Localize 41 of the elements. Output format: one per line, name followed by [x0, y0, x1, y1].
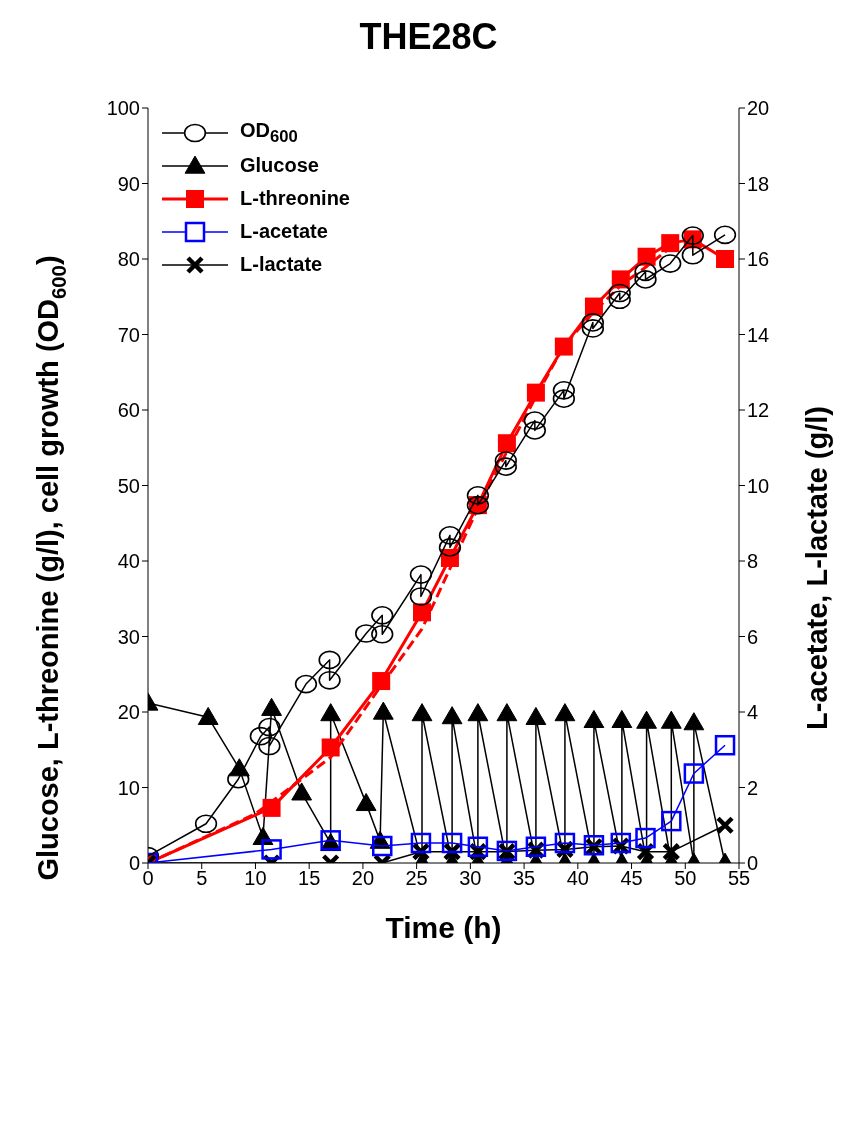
x-tick-label: 5	[196, 867, 208, 890]
legend-label: OD$_{600}$	[240, 118, 298, 147]
x-axis-title: Time (h)	[385, 911, 502, 944]
y2-tick-label: 0	[747, 852, 759, 875]
y2-tick-label: 18	[747, 172, 770, 195]
x-tick-label: 45	[620, 867, 643, 890]
y-tick-label: 100	[106, 97, 140, 120]
y-tick-label: 0	[128, 852, 140, 875]
y-tick-label: 70	[117, 323, 140, 346]
y2-tick-label: 6	[747, 625, 759, 648]
x-tick-label: 20	[351, 867, 375, 890]
y2-tick-label: 16	[747, 248, 770, 271]
y-tick-label: 20	[117, 701, 140, 724]
y-tick-label: 90	[117, 172, 140, 195]
x-tick-label: 0	[142, 867, 154, 890]
x-tick-label: 25	[405, 867, 428, 890]
y2-tick-label: 14	[747, 323, 770, 346]
y-tick-label: 80	[117, 248, 140, 271]
y-tick-label: 10	[117, 776, 140, 799]
y-tick-label: 50	[117, 474, 140, 497]
x-tick-label: 10	[244, 867, 267, 890]
x-tick-label: 30	[459, 867, 482, 890]
legend-label: L-threonine	[240, 187, 350, 210]
y2-tick-label: 2	[747, 776, 759, 799]
legend-label: L-acetate	[240, 220, 328, 243]
x-tick-label: 15	[298, 867, 321, 890]
legend-label: Glucose	[240, 154, 319, 177]
y2-tick-label: 4	[747, 701, 759, 724]
y-tick-label: 30	[117, 625, 140, 648]
x-tick-label: 40	[566, 867, 589, 890]
y-tick-label: 40	[117, 550, 140, 573]
chart-title: THE28C	[358, 15, 499, 59]
legend-label: L-lactate	[240, 253, 323, 276]
y2-axis-title: L-acetate, L-lactate (g/l)	[801, 406, 833, 730]
x-tick-label: 35	[512, 867, 536, 890]
y-tick-label: 60	[117, 399, 140, 422]
y2-tick-label: 10	[747, 474, 770, 497]
y2-tick-label: 20	[747, 97, 770, 120]
y2-tick-label: 8	[747, 550, 759, 573]
x-tick-label: 50	[674, 867, 697, 890]
y2-tick-label: 12	[747, 399, 770, 422]
